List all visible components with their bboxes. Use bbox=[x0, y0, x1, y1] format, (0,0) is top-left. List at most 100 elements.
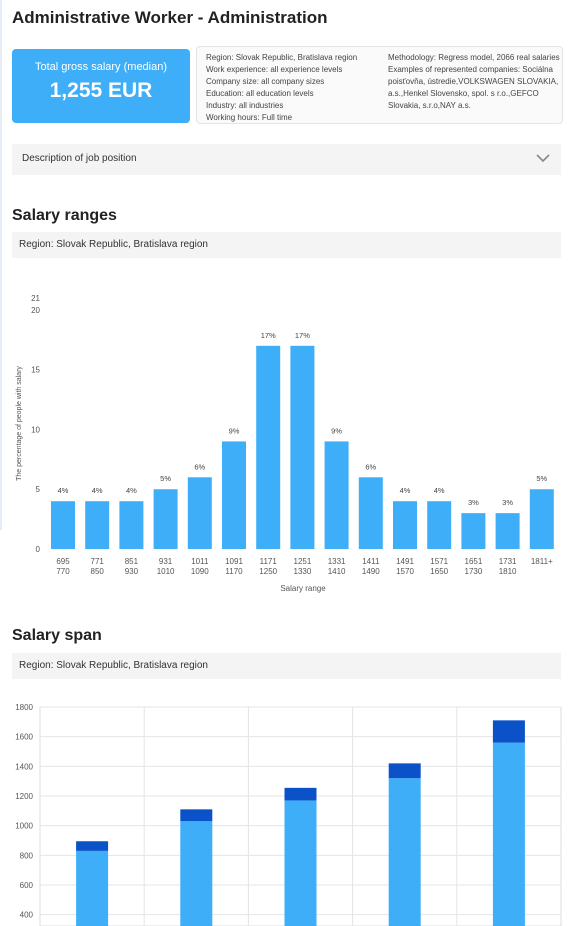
y-tick-label: 1600 bbox=[15, 733, 33, 742]
x-tick-label: 1410 bbox=[328, 567, 346, 576]
salary-ranges-chart: 0 5 10 15 20 21 The percentage of people with … bbox=[16, 294, 554, 593]
x-tick-label: 851 bbox=[125, 557, 139, 566]
bar-value-label: 9% bbox=[331, 426, 342, 435]
y-tick-label: 10 bbox=[31, 425, 40, 434]
span-bar-lower bbox=[180, 821, 213, 926]
bar bbox=[290, 345, 315, 549]
bar bbox=[153, 489, 178, 549]
x-tick-label: 1650 bbox=[430, 567, 448, 576]
span-bar-upper bbox=[492, 720, 525, 743]
left-border bbox=[0, 0, 2, 530]
x-tick-label: 1090 bbox=[191, 567, 209, 576]
bar bbox=[495, 513, 520, 549]
info-company-size: Company size: all company sizes bbox=[206, 77, 325, 86]
x-tick-label: 1411 bbox=[362, 557, 380, 566]
filter-info-right: Methodology: Regress model, 2066 real sa… bbox=[388, 52, 560, 112]
info-companies-line-1: Examples of represented companies: Sociá… bbox=[388, 65, 553, 74]
info-education: Education: all education levels bbox=[206, 89, 314, 98]
job-description-label: Description of job position bbox=[22, 153, 137, 164]
x-tick-label: 770 bbox=[56, 567, 70, 576]
bar-value-label: 4% bbox=[58, 486, 69, 495]
span-bar-lower bbox=[492, 742, 525, 926]
bar-value-label: 5% bbox=[160, 474, 171, 483]
bar-value-label: 3% bbox=[502, 498, 513, 507]
bar bbox=[256, 345, 281, 549]
y-tick-label: 5 bbox=[36, 485, 41, 494]
y-tick-label: 20 bbox=[31, 306, 40, 315]
info-region: Region: Slovak Republic, Bratislava regi… bbox=[206, 53, 358, 62]
info-experience: Work experience: all experience levels bbox=[206, 65, 343, 74]
x-tick-label: 1091 bbox=[225, 557, 243, 566]
x-axis-label: Salary range bbox=[280, 584, 326, 593]
y-tick-label: 400 bbox=[20, 911, 34, 920]
y-tick-label: 21 bbox=[31, 294, 40, 303]
salary-ranges-title: Salary ranges bbox=[12, 207, 117, 224]
bar-value-label: 17% bbox=[261, 331, 276, 340]
span-bar-upper bbox=[180, 809, 213, 822]
x-tick-label: 1251 bbox=[294, 557, 312, 566]
span-bar-upper bbox=[76, 841, 109, 851]
x-tick-label: 931 bbox=[159, 557, 173, 566]
bar-value-label: 3% bbox=[468, 498, 479, 507]
region-label-span: Region: Slovak Republic, Bratislava regi… bbox=[19, 660, 208, 671]
bar bbox=[358, 477, 383, 549]
bar bbox=[222, 441, 246, 549]
bar-value-label: 4% bbox=[400, 486, 411, 495]
x-tick-label: 771 bbox=[91, 557, 105, 566]
y-tick-label: 1000 bbox=[15, 822, 33, 831]
median-salary-box: Total gross salary (median) 1,255 EUR bbox=[12, 49, 190, 123]
bar-value-label: 9% bbox=[229, 426, 240, 435]
info-companies-line-4: Slovakia, s.r.o,NAY a.s. bbox=[388, 101, 471, 110]
median-salary-value: 1,255 EUR bbox=[49, 79, 153, 102]
info-companies-line-3: a.s.,Henkel Slovensko, spol. s r.o.,GEFC… bbox=[388, 89, 539, 98]
x-tick-label: 1570 bbox=[396, 567, 414, 576]
x-tick-label: 1250 bbox=[259, 567, 277, 576]
y-tick-label: 15 bbox=[31, 366, 40, 375]
filter-info-left: Region: Slovak Republic, Bratislava regi… bbox=[206, 52, 357, 124]
info-methodology: Methodology: Regress model, 2066 real sa… bbox=[388, 53, 560, 62]
job-description-accordion[interactable]: Description of job position bbox=[12, 144, 561, 175]
bar-value-label: 4% bbox=[92, 486, 103, 495]
x-tick-label: 1571 bbox=[430, 557, 448, 566]
region-bar-ranges: Region: Slovak Republic, Bratislava regi… bbox=[12, 232, 561, 258]
x-tick-label: 1010 bbox=[157, 567, 175, 576]
info-industry: Industry: all industries bbox=[206, 101, 284, 110]
y-axis-label: The percentage of people with salary bbox=[16, 366, 23, 481]
x-tick-label: 1811+ bbox=[531, 557, 553, 566]
median-salary-label: Total gross salary (median) bbox=[34, 61, 168, 73]
info-working-hours: Working hours: Full time bbox=[206, 113, 293, 122]
bar bbox=[85, 501, 110, 549]
bar bbox=[393, 501, 417, 549]
x-tick-label: 1731 bbox=[499, 557, 517, 566]
x-tick-label: 1171 bbox=[260, 557, 278, 566]
bar bbox=[187, 477, 212, 549]
bar-value-label: 5% bbox=[536, 474, 547, 483]
page-title: Administrative Worker - Administration bbox=[12, 8, 328, 27]
x-tick-label: 1490 bbox=[362, 567, 380, 576]
y-tick-label: 1200 bbox=[15, 792, 33, 801]
span-bar-lower bbox=[284, 800, 317, 926]
span-bar-lower bbox=[76, 850, 109, 926]
y-tick-label: 1400 bbox=[15, 762, 33, 771]
bar-value-label: 17% bbox=[295, 331, 310, 340]
bar bbox=[324, 441, 349, 549]
y-tick-label: 1800 bbox=[15, 703, 33, 712]
y-tick-label: 600 bbox=[20, 881, 34, 890]
filter-info-panel: Region: Slovak Republic, Bratislava regi… bbox=[196, 46, 563, 124]
x-tick-label: 1491 bbox=[396, 557, 414, 566]
y-tick-label: 800 bbox=[20, 851, 34, 860]
bar bbox=[461, 513, 486, 549]
bar-value-label: 6% bbox=[365, 462, 376, 471]
span-bar-upper bbox=[388, 763, 421, 779]
bar bbox=[529, 489, 554, 549]
bar bbox=[51, 501, 75, 549]
x-tick-label: 1330 bbox=[294, 567, 312, 576]
span-bar-lower bbox=[388, 778, 421, 926]
bar-value-label: 4% bbox=[434, 486, 445, 495]
span-bar-upper bbox=[284, 787, 317, 801]
x-tick-label: 1331 bbox=[328, 557, 346, 566]
y-tick-label: 0 bbox=[36, 545, 41, 554]
x-tick-label: 1170 bbox=[225, 567, 243, 576]
x-tick-label: 1810 bbox=[499, 567, 517, 576]
x-tick-label: 1730 bbox=[465, 567, 483, 576]
